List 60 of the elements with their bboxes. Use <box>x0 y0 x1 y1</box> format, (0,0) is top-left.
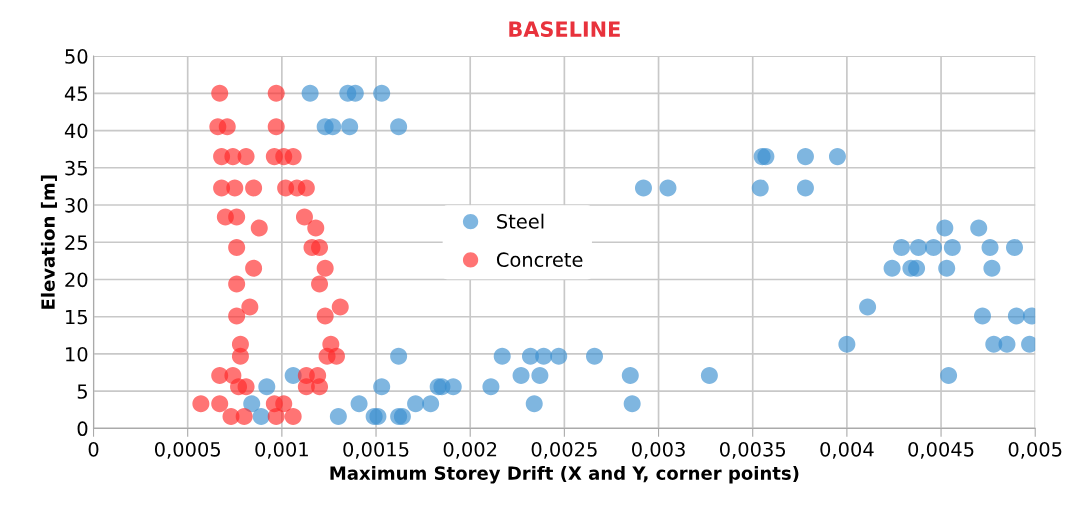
x-tick-label: 0,001 <box>255 441 308 459</box>
point <box>284 407 302 425</box>
point <box>211 395 229 413</box>
point <box>331 298 349 316</box>
point <box>295 208 313 226</box>
y-tick-label: 25 <box>65 235 87 250</box>
y-tick-label: 10 <box>66 346 88 362</box>
point <box>235 407 253 425</box>
legend-label: Steel <box>497 213 544 229</box>
x-tick-label: 0,0025 <box>531 441 597 459</box>
point <box>250 219 268 237</box>
x-tick-label: 0,0015 <box>343 441 409 459</box>
point <box>192 395 210 413</box>
point <box>275 395 293 413</box>
x-tick-label: 0 <box>88 441 99 457</box>
point <box>267 407 285 425</box>
x-tick-label: 0,0045 <box>908 441 974 459</box>
point <box>284 148 302 166</box>
x-tick-label: 0,003 <box>631 441 685 459</box>
y-tick-label: 5 <box>77 384 87 399</box>
x-axis-title: Maximum Storey Drift (X and Y, corner points) <box>330 465 799 484</box>
point <box>228 208 246 226</box>
y-tick-label: 35 <box>65 160 87 176</box>
point <box>228 307 246 325</box>
x-tick-label: 0,004 <box>820 441 874 459</box>
point <box>237 378 255 396</box>
x-tick-label: 0,005 <box>1008 441 1062 459</box>
y-tick-label: 20 <box>65 272 88 288</box>
y-tick-label: 0 <box>77 421 88 437</box>
point <box>218 118 236 136</box>
point <box>267 118 285 136</box>
point <box>316 307 334 325</box>
y-axis-title: Elevation [m] <box>40 175 57 309</box>
chart-title: BASELINE <box>509 21 620 37</box>
point <box>307 219 325 237</box>
point <box>311 238 329 256</box>
point <box>211 84 229 102</box>
point <box>228 275 246 293</box>
point <box>245 259 263 277</box>
y-tick-label: 50 <box>65 49 88 64</box>
point <box>237 148 255 166</box>
point <box>226 179 244 197</box>
y-tick-label: 15 <box>66 309 87 325</box>
point <box>297 179 315 197</box>
x-tick-label: 0,0035 <box>719 441 786 459</box>
point <box>267 84 285 102</box>
y-tick-label: 30 <box>65 197 88 213</box>
y-tick-label: 45 <box>64 86 87 101</box>
y-tick-label: 40 <box>64 123 88 139</box>
x-tick-label: 0,002 <box>443 441 497 459</box>
point <box>311 275 329 293</box>
legend-label: Concrete <box>496 252 583 268</box>
point <box>311 378 329 396</box>
point <box>231 347 249 365</box>
point <box>228 238 246 256</box>
point <box>241 298 259 316</box>
point <box>327 347 345 365</box>
point <box>316 259 334 277</box>
x-tick-label: 0,0005 <box>154 441 221 459</box>
point <box>245 179 263 197</box>
